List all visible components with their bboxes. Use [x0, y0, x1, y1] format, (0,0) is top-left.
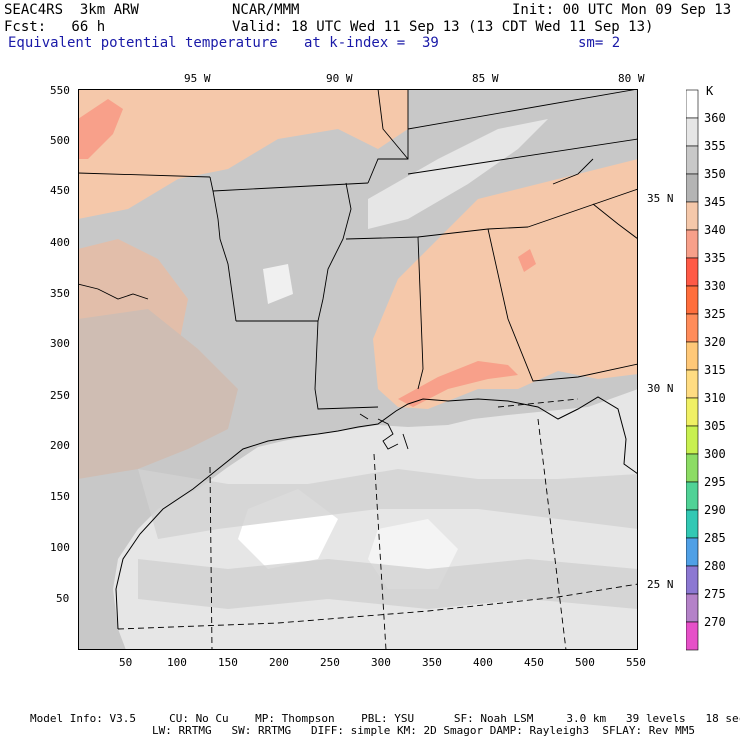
x-tick-label: 350: [422, 656, 442, 669]
lat-lon-grid: [117, 398, 638, 650]
legend-level-label: 355: [704, 139, 726, 153]
y-tick-label: 200: [50, 439, 70, 452]
x-tick-label: 50: [119, 656, 133, 669]
model-name: SEAC4RS 3km ARW: [4, 2, 139, 18]
field-name: Equivalent potential temperature: [8, 35, 278, 51]
legend-level-label: 345: [704, 195, 726, 209]
peach-region-north: [78, 89, 408, 219]
legend-level-label: 290: [704, 503, 726, 517]
color-legend: 360 355 350 345 340 335 330 325 320 315 310 305 300 2…: [686, 89, 726, 651]
model-info-line1: Model Info: V3.5 CU: No Cu MP: Thompson …: [30, 712, 740, 725]
legend-swatch: [686, 509, 699, 539]
y-tick-label: 300: [50, 337, 70, 350]
legend-level-label: 310: [704, 391, 726, 405]
y-tick-label: 250: [50, 389, 70, 402]
legend-swatch: [686, 89, 699, 119]
legend-level-label: 275: [704, 587, 726, 601]
salmon-patch-northwest: [78, 99, 123, 159]
peach-region-southeast: [373, 159, 638, 409]
legend-level-label: 340: [704, 223, 726, 237]
legend-level-label: 330: [704, 279, 726, 293]
lon-label-85w: 85 W: [472, 72, 499, 85]
y-tick-label: 500: [50, 134, 70, 147]
lon-label-80w: 80 W: [618, 72, 645, 85]
legend-swatch: [686, 145, 699, 175]
organization: NCAR/MMM: [232, 2, 300, 18]
legend-swatch: [686, 425, 699, 455]
peach-region-texas: [78, 309, 238, 479]
lat-label-35n: 35 N: [647, 192, 674, 205]
y-tick-label: 150: [50, 490, 70, 503]
gray-band-gulf-south: [138, 559, 638, 609]
x-tick-label: 150: [218, 656, 238, 669]
legend-swatch: [686, 565, 699, 595]
legend-swatch: [686, 621, 699, 651]
lat-label-25n: 25 N: [647, 578, 674, 591]
forecast-hour: Fcst: 66 h: [4, 19, 106, 35]
init-time: Init: 00 UTC Mon 09 Sep 13: [512, 2, 732, 18]
y-tick-label: 550: [50, 84, 70, 97]
legend-level-label: 305: [704, 419, 726, 433]
salmon-band-gulf-coast: [398, 361, 518, 407]
legend-swatch: [686, 369, 699, 399]
x-tick-label: 550: [626, 656, 646, 669]
legend-swatch: [686, 341, 699, 371]
lat-label-30n: 30 N: [647, 382, 674, 395]
legend-swatch: [686, 201, 699, 231]
legend-level-label: 335: [704, 251, 726, 265]
legend-swatch: [686, 481, 699, 511]
lon-label-90w: 90 W: [326, 72, 353, 85]
legend-swatch: [686, 285, 699, 315]
legend-level-label: 280: [704, 559, 726, 573]
legend-level-label: 360: [704, 111, 726, 125]
state-boundaries: [78, 89, 638, 410]
gray-band-gulf: [138, 469, 638, 539]
legend-swatch: [686, 537, 699, 567]
legend-level-label: 285: [704, 531, 726, 545]
level-info: at k-index = 39: [304, 35, 439, 51]
legend-swatch: [686, 313, 699, 343]
model-info-line2: LW: RRTMG SW: RRTMG DIFF: simple KM: 2D …: [152, 724, 696, 737]
y-tick-label: 450: [50, 184, 70, 197]
coastline: [115, 396, 638, 630]
map-frame: [78, 89, 638, 650]
legend-swatch: [686, 173, 699, 203]
x-tick-label: 200: [269, 656, 289, 669]
x-tick-label: 300: [371, 656, 391, 669]
mexico-border: [78, 283, 149, 300]
x-tick-label: 100: [167, 656, 187, 669]
x-tick-label: 450: [524, 656, 544, 669]
smoothing-info: sm= 2: [578, 35, 621, 51]
legend-swatch: [686, 257, 699, 287]
x-tick-label: 400: [473, 656, 493, 669]
y-tick-label: 350: [50, 287, 70, 300]
legend-level-label: 295: [704, 475, 726, 489]
x-tick-label: 250: [320, 656, 340, 669]
valid-time: Valid: 18 UTC Wed 11 Sep 13 (13 CDT Wed …: [232, 19, 654, 35]
legend-level-label: 270: [704, 615, 726, 629]
light-strip-appalachian: [368, 119, 548, 229]
lon-label-95w: 95 W: [184, 72, 211, 85]
legend-swatch: [686, 453, 699, 483]
legend-unit: K: [706, 84, 714, 98]
y-tick-label: 400: [50, 236, 70, 249]
y-tick-label: 50: [56, 592, 70, 605]
coastline-detail: [359, 413, 409, 450]
legend-level-label: 325: [704, 307, 726, 321]
legend-level-label: 350: [704, 167, 726, 181]
legend-level-label: 300: [704, 447, 726, 461]
y-tick-label: 100: [50, 541, 70, 554]
white-patch-arkansas: [263, 264, 293, 304]
theta-e-map: [78, 89, 638, 650]
legend-level-label: 315: [704, 363, 726, 377]
salmon-patch-georgia: [518, 249, 536, 272]
legend-swatch: [686, 593, 699, 623]
legend-swatch: [686, 117, 699, 147]
x-tick-label: 500: [575, 656, 595, 669]
legend-level-label: 320: [704, 335, 726, 349]
legend-swatch: [686, 397, 699, 427]
legend-swatch: [686, 229, 699, 259]
